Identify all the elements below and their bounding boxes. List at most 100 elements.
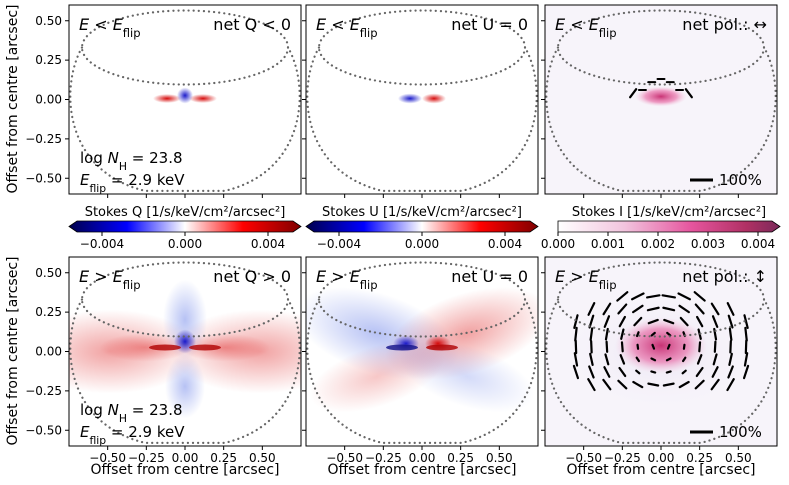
panel-bottom-middle: E > Eflip net U = 0 −0.50 −0.25 0.00 0.25 0.50 (302, 256, 539, 465)
pol-vector (617, 379, 628, 390)
pol-vector (742, 364, 750, 380)
pink-core (635, 86, 687, 107)
x-tick-label: 0.25 (447, 451, 474, 465)
polarization-vectors (629, 78, 693, 99)
colorbar-bar (557, 220, 781, 233)
colorbar-bar (305, 220, 539, 233)
pol-vector (633, 316, 643, 327)
pol-vector (666, 331, 672, 337)
pol-vector (589, 327, 594, 342)
lobe-top (163, 279, 207, 360)
x-tick-label: −0.25 (604, 451, 641, 465)
pol-vector (619, 354, 626, 365)
torus-outline (306, 9, 538, 192)
y-tick-label: 0.50 (35, 14, 62, 28)
pol-vector (605, 340, 609, 353)
core-red-left (153, 94, 181, 103)
pol-vector (603, 366, 611, 378)
pol-vector (713, 340, 717, 353)
x-tick-label: 0.00 (172, 451, 199, 465)
pol-vector (662, 306, 676, 312)
pol-vector (684, 88, 693, 99)
pol-vector (727, 314, 734, 329)
colorbar-tick-label: 0.000 (168, 237, 202, 251)
pol-vector (632, 304, 644, 314)
x-tick-label: 0.25 (686, 451, 713, 465)
pol-vector (693, 291, 706, 302)
panel-title-right: net U = 0 (451, 15, 528, 34)
x-axis-label-left: Offset from centre [arcsec] (91, 462, 280, 478)
colorbar-tick-label: 0.002 (641, 237, 675, 251)
panel-title-right: net Q < 0 (213, 15, 291, 34)
core-blue (174, 329, 196, 354)
pol-vector (631, 292, 645, 301)
plot-background (306, 5, 538, 194)
colorbar-tick-label: −0.004 (317, 237, 361, 251)
pol-vector (650, 370, 657, 374)
pol-vector (695, 366, 704, 378)
core-blue (398, 93, 422, 104)
colorbar-label: Stokes U [1/s/keV/cm²/arcsec²] (322, 205, 522, 220)
colorbar-tick-label: 0.004 (741, 237, 775, 251)
pol-vector (646, 306, 660, 312)
y-tick-label: −0.25 (25, 384, 62, 398)
pol-vector (698, 341, 702, 353)
y-tick-label: −0.50 (25, 171, 62, 185)
colorbar-label: Stokes I [1/s/keV/cm²/arcsec²] (572, 205, 766, 220)
panel-title-left: E > Eflip (316, 267, 378, 292)
pol-vector (616, 291, 629, 302)
panel-title-right: net Q > 0 (213, 267, 291, 286)
torus-outline (69, 261, 301, 444)
pol-vector (712, 353, 718, 366)
x-tick-label: 0.50 (249, 451, 276, 465)
scale-bar-label: 100% (719, 423, 762, 441)
x-axis-label-middle: Offset from centre [arcsec] (328, 462, 517, 478)
pol-vector (602, 302, 612, 316)
pol-vector (743, 352, 749, 367)
annotation-log-nh: log NH = 23.8 (80, 149, 183, 173)
heatmap-stokes-q (69, 279, 301, 419)
torus-outline (545, 9, 777, 192)
x-tick-label: −0.25 (128, 451, 165, 465)
disc-edge-right (189, 344, 221, 351)
annotation-e-flip: Eflip = 2.9 keV (80, 423, 185, 447)
pol-vector (589, 352, 594, 367)
colorbar-tick-label: 0.001 (591, 237, 625, 251)
panel-title-left: E < Eflip (79, 15, 141, 40)
disc-edge-left (386, 344, 418, 351)
pol-vector (603, 315, 611, 328)
pol-vector (636, 343, 640, 350)
pol-vector (617, 303, 628, 315)
panel-title-right: net pol.: ↕ (682, 267, 767, 286)
heatmap-stokes-i (545, 257, 777, 446)
x-tick-label: 0.50 (486, 451, 513, 465)
panel-top-right: 100% E < Eflip net pol.: ↔ (541, 4, 778, 198)
pol-vector (696, 354, 703, 365)
pol-vector (587, 378, 596, 392)
pol-vector (710, 378, 720, 391)
pol-vector (651, 343, 656, 350)
y-tick-label: −0.50 (25, 423, 62, 437)
panel-top-middle: E < Eflip net U = 0 (302, 4, 539, 198)
pol-vector (744, 326, 748, 342)
disc-edge-right (426, 344, 458, 351)
x-tick-label: −0.50 (89, 451, 126, 465)
pol-vector (572, 364, 580, 380)
panel-bottom-right: 100% E > Eflip net pol.: ↕ −0.50 −0.25 0.00 0.… (541, 256, 778, 465)
pol-vector (661, 294, 676, 299)
pol-vector (650, 357, 657, 362)
x-tick-label: 0.50 (725, 451, 752, 465)
pol-vector (604, 353, 610, 366)
annotation-e-flip: Eflip = 2.9 keV (80, 171, 185, 195)
pol-vector (677, 292, 691, 301)
colorbar-tick-label: 0.004 (251, 237, 285, 251)
pol-vector (604, 327, 609, 341)
y-tick-label: 0.50 (35, 266, 62, 280)
pol-vector (665, 357, 672, 362)
heatmap-stokes-q (153, 87, 217, 104)
core-red-right (189, 94, 217, 103)
core-red (422, 93, 446, 104)
colorbar-tick-label: 0.000 (405, 237, 439, 251)
x-tick-label: 0.00 (648, 451, 675, 465)
